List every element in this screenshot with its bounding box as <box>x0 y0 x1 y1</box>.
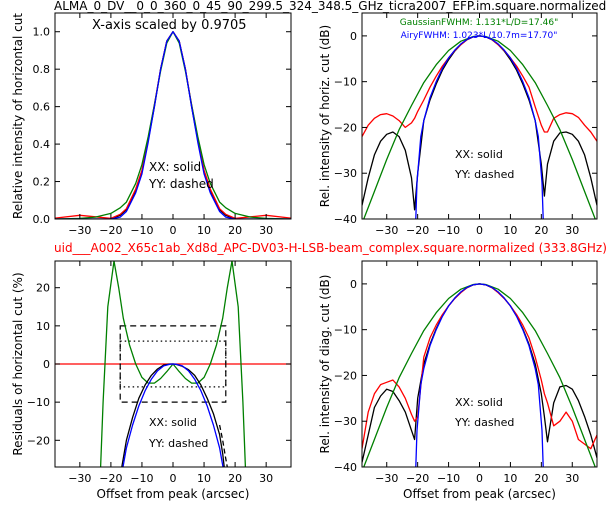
x-tick-label: 0 <box>476 472 483 485</box>
middle-title: uid___A002_X65c1ab_Xd8d_APC-DV03-H-LSB-b… <box>54 241 607 255</box>
x-tick-label: −10 <box>437 472 460 485</box>
annotation-text: X-axis scaled by 0.9705 <box>92 18 247 33</box>
series-line-3 <box>122 363 224 467</box>
x-tick-label: 20 <box>228 472 242 485</box>
y-tick-label: −10 <box>334 324 357 337</box>
y-tick-label: −20 <box>27 434 50 447</box>
x-tick-label: −20 <box>406 224 429 237</box>
x-tick-label: 10 <box>197 224 211 237</box>
series-line-2 <box>218 424 228 467</box>
x-tick-label: 0 <box>170 472 177 485</box>
y-tick-label: −20 <box>334 369 357 382</box>
series-line-3 <box>415 283 544 467</box>
y-tick-label: 0.6 <box>33 101 51 114</box>
x-tick-label: −10 <box>130 472 153 485</box>
y-tick-label: −30 <box>334 167 357 180</box>
annotation-text: XX: solid <box>149 416 197 429</box>
annotation-text: XX: solid <box>455 148 503 161</box>
x-tick-label: 30 <box>259 472 273 485</box>
series-line-2 <box>363 283 596 467</box>
y-axis-label: Rel. intensity of diag. cut (dB) <box>318 275 332 454</box>
annotation-text: YY: dashed <box>148 177 214 191</box>
y-tick-label: 10 <box>36 320 50 333</box>
x-tick-label: −20 <box>99 472 122 485</box>
x-tick-label: 20 <box>534 224 548 237</box>
plot-area <box>362 35 597 219</box>
x-tick-label: −30 <box>375 472 398 485</box>
x-tick-label: −30 <box>375 224 398 237</box>
x-tick-label: −10 <box>437 224 460 237</box>
series-line-2 <box>363 35 596 219</box>
y-axis-label: Residuals of horizontal cut (%) <box>11 272 25 455</box>
y-tick-label: 0.8 <box>33 63 51 76</box>
annotation-text: XX: solid <box>149 160 201 174</box>
y-tick-label: −10 <box>334 76 357 89</box>
series-line-3 <box>415 35 544 219</box>
x-tick-label: 30 <box>565 224 579 237</box>
series-line-1 <box>362 35 597 142</box>
series-line-0 <box>362 283 597 463</box>
x-axis-label: Offset from peak (arcsec) <box>97 487 250 501</box>
x-tick-label: −20 <box>99 224 122 237</box>
annotation-text: AiryFWHM: 1.023*L/10.7m=17.70" <box>401 31 558 41</box>
axes-frame <box>361 12 598 220</box>
x-tick-label: 10 <box>197 472 211 485</box>
x-tick-label: 30 <box>259 224 273 237</box>
x-tick-label: 10 <box>503 224 517 237</box>
x-tick-label: −30 <box>68 472 91 485</box>
y-axis-label: Rel. intensity of horiz. cut (dB) <box>318 25 332 207</box>
plot-area <box>55 31 291 219</box>
x-tick-label: 20 <box>228 224 242 237</box>
plot-area <box>362 283 597 467</box>
y-tick-label: 0 <box>43 358 50 371</box>
x-axis-label: Offset from peak (arcsec) <box>403 487 556 501</box>
y-tick-label: 20 <box>36 282 50 295</box>
y-tick-label: 0.4 <box>33 138 51 151</box>
annotation-text: YY: dashed <box>454 416 514 429</box>
y-tick-label: −40 <box>334 461 357 474</box>
x-tick-label: 30 <box>565 472 579 485</box>
annotation-text: YY: dashed <box>454 168 514 181</box>
y-tick-label: −10 <box>27 396 50 409</box>
annotation-text: GaussianFWHM: 1.131*L/D=17.46" <box>400 18 558 28</box>
x-tick-label: −20 <box>406 472 429 485</box>
x-tick-label: 0 <box>170 224 177 237</box>
y-tick-label: −40 <box>334 213 357 226</box>
y-axis-label: Relative intensity of horizontal cut <box>11 13 25 219</box>
y-tick-label: −20 <box>334 121 357 134</box>
y-tick-label: 0.2 <box>33 176 51 189</box>
y-tick-label: 0 <box>350 30 357 43</box>
axes-frame <box>361 260 598 468</box>
dotted-box <box>119 340 227 388</box>
plot-area <box>55 261 291 467</box>
annotation-text: XX: solid <box>455 396 503 409</box>
series-line-0 <box>362 35 597 211</box>
annotation-text: YY: dashed <box>148 437 208 450</box>
figure-title: ALMA_0_DV__0_0_360_0_45_90_299.5_324_348… <box>54 0 606 13</box>
y-tick-label: 0.0 <box>33 213 51 226</box>
panel-horizontal-linear: −30 −20 −10 0 10 20 30 0.0 0.2 0.4 0.6 0.8 1.0 Relati… <box>11 12 292 237</box>
y-tick-label: 1.0 <box>33 26 51 39</box>
series-line-3 <box>55 31 291 219</box>
x-tick-label: 10 <box>503 472 517 485</box>
x-tick-label: −30 <box>68 224 91 237</box>
x-tick-label: 0 <box>476 224 483 237</box>
x-tick-label: 20 <box>534 472 548 485</box>
y-tick-label: −30 <box>334 415 357 428</box>
y-tick-label: 0 <box>350 278 357 291</box>
x-tick-label: −10 <box>130 224 153 237</box>
